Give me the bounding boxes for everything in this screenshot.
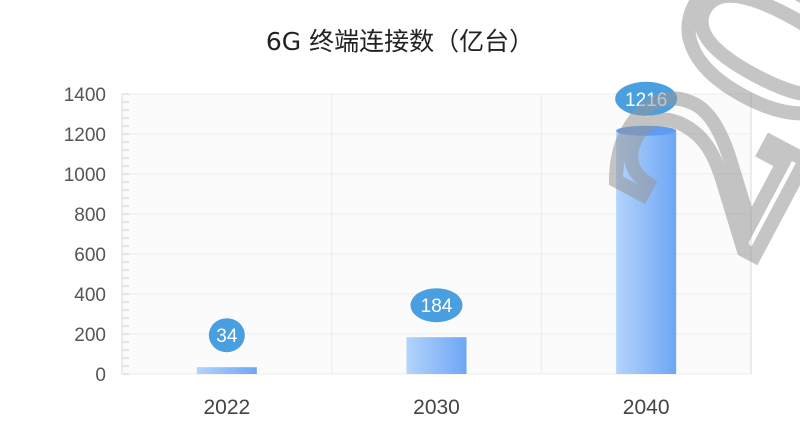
x-tick-label: 2040 — [623, 396, 670, 419]
data-label-bubble — [208, 318, 245, 353]
bar-top — [616, 125, 677, 136]
data-label-bubble — [615, 81, 678, 116]
data-label-bubble — [410, 288, 463, 323]
x-tick-label: 2022 — [203, 396, 250, 419]
y-tick-label: 600 — [74, 245, 106, 266]
chart-title: 6G 终端连接数（亿台） — [265, 27, 535, 56]
y-tick-label: 1000 — [64, 165, 106, 186]
bar — [616, 130, 677, 374]
y-tick-label: 400 — [74, 285, 106, 306]
x-tick-label: 2030 — [413, 396, 460, 419]
bar — [406, 337, 467, 374]
y-tick-label: 1200 — [64, 125, 106, 146]
bar — [196, 367, 257, 374]
y-tick-label: 200 — [74, 325, 106, 346]
data-label: 1216 — [625, 90, 667, 111]
y-tick-label: 1400 — [64, 85, 106, 106]
y-tick-label: 800 — [74, 205, 106, 226]
data-label: 184 — [421, 296, 453, 317]
data-label: 34 — [216, 326, 238, 347]
y-tick-label: 0 — [95, 365, 106, 386]
